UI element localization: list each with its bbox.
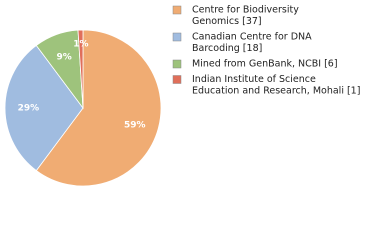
- legend-swatch: [172, 59, 182, 69]
- slice-label: 29%: [18, 104, 40, 114]
- legend-swatch: [172, 75, 182, 84]
- legend-label: Education and Research, Mohali [1]: [192, 86, 360, 97]
- legend-swatch: [172, 5, 182, 15]
- pie-slice: [77, 29, 84, 109]
- slice-label: 9%: [57, 52, 72, 62]
- pie-slice: [4, 44, 84, 172]
- legend-label: Indian Institute of Science: [192, 74, 316, 85]
- slice-label: 1%: [73, 40, 88, 50]
- legend-label: Genomics [37]: [192, 16, 262, 27]
- slice-label: 59%: [124, 121, 146, 131]
- legend-label: Centre for Biodiversity: [192, 5, 299, 16]
- pie-slice: [35, 29, 162, 187]
- legend-label: Barcoding [18]: [192, 43, 262, 54]
- legend-label: Canadian Centre for DNA: [192, 32, 312, 43]
- legend-label: Mined from GenBank, NCBI [6]: [192, 59, 338, 70]
- legend-swatch: [172, 32, 182, 42]
